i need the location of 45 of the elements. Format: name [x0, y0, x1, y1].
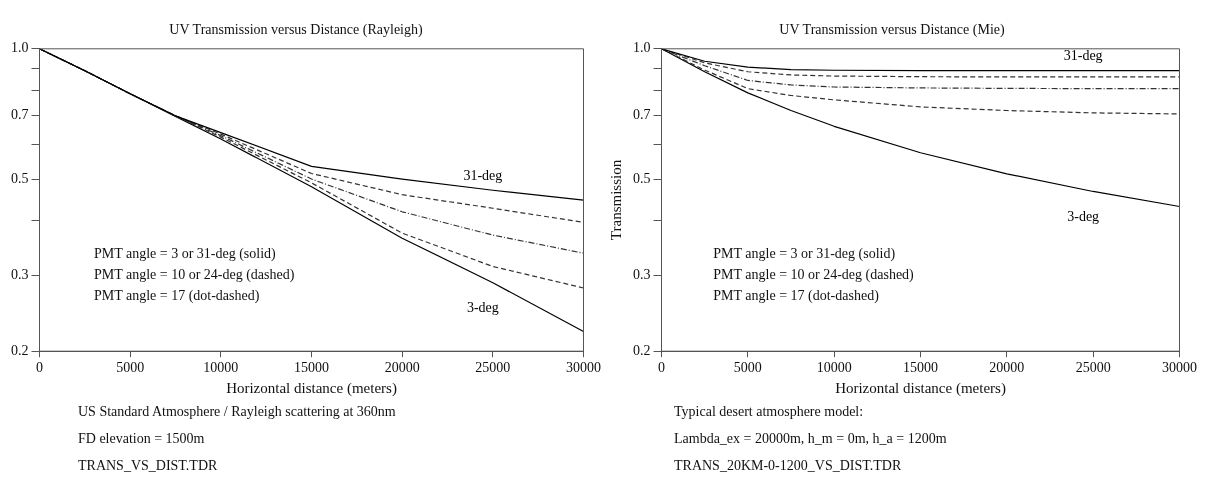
y-axis-title: Transmission	[607, 159, 624, 241]
x-axis-title: Horizontal distance (meters)	[835, 379, 1006, 397]
y-tick-label: 0.7	[633, 107, 651, 123]
x-tick-label: 20000	[384, 360, 420, 376]
y-tick-label: 0.5	[633, 170, 651, 186]
series-label: 31-deg	[1063, 48, 1103, 64]
y-tick-label: 1.0	[11, 40, 29, 56]
x-tick-label: 15000	[903, 360, 938, 376]
x-tick-label: 30000	[1162, 360, 1197, 376]
x-tick-label: 5000	[116, 360, 145, 376]
annotation: PMT angle = 3 or 31-deg (solid)	[93, 246, 277, 263]
text: Typical desert atmosphere model:	[674, 403, 865, 421]
y-tick-label: 0.2	[633, 342, 651, 358]
series-label: 3-deg	[1067, 209, 1100, 225]
chart-title: UV Transmission versus Distance (Mie)	[779, 22, 1005, 39]
x-tick-label: 0	[658, 360, 665, 376]
annotation: PMT angle = 3 or 31-deg (solid)	[713, 246, 896, 263]
series-label: 3-deg	[466, 300, 499, 316]
x-tick-label: 25000	[475, 360, 511, 376]
x-tick-label: 10000	[816, 360, 852, 376]
y-tick-label: 0.5	[11, 170, 29, 186]
chart-title: UV Transmission versus Distance (Rayleigh)	[169, 22, 423, 39]
x-tick-label: 5000	[733, 360, 762, 376]
y-tick-label: 0.2	[11, 342, 29, 358]
text: TRANS_VS_DIST.TDR	[78, 457, 219, 475]
y-tick-label: 1.0	[633, 40, 651, 56]
x-tick-label: 30000	[566, 360, 601, 376]
text: Lambda_ex = 20000m, h_m = 0m, h_a = 1200m	[674, 430, 948, 448]
text: TRANS_20KM-0-1200_VS_DIST.TDR	[674, 457, 903, 475]
series-label: 31-deg	[463, 167, 503, 183]
text: US Standard Atmosphere / Rayleigh scattering at 360nm	[78, 403, 397, 421]
x-tick-label: 25000	[1075, 360, 1111, 376]
x-tick-label: 15000	[294, 360, 329, 376]
x-tick-label: 20000	[989, 360, 1025, 376]
annotation: PMT angle = 17 (dot-dashed)	[93, 288, 260, 305]
y-tick-label: 0.3	[633, 266, 651, 282]
x-tick-label: 10000	[203, 360, 239, 376]
annotation: PMT angle = 17 (dot-dashed)	[713, 288, 880, 305]
y-tick-label: 0.3	[11, 266, 29, 282]
annotation: PMT angle = 10 or 24-deg (dashed)	[713, 267, 915, 284]
y-tick-label: 0.7	[11, 107, 29, 123]
text: FD elevation = 1500m	[78, 430, 206, 448]
annotation: PMT angle = 10 or 24-deg (dashed)	[93, 267, 295, 284]
x-axis-title: Horizontal distance (meters)	[226, 379, 397, 397]
x-tick-label: 0	[36, 360, 43, 376]
